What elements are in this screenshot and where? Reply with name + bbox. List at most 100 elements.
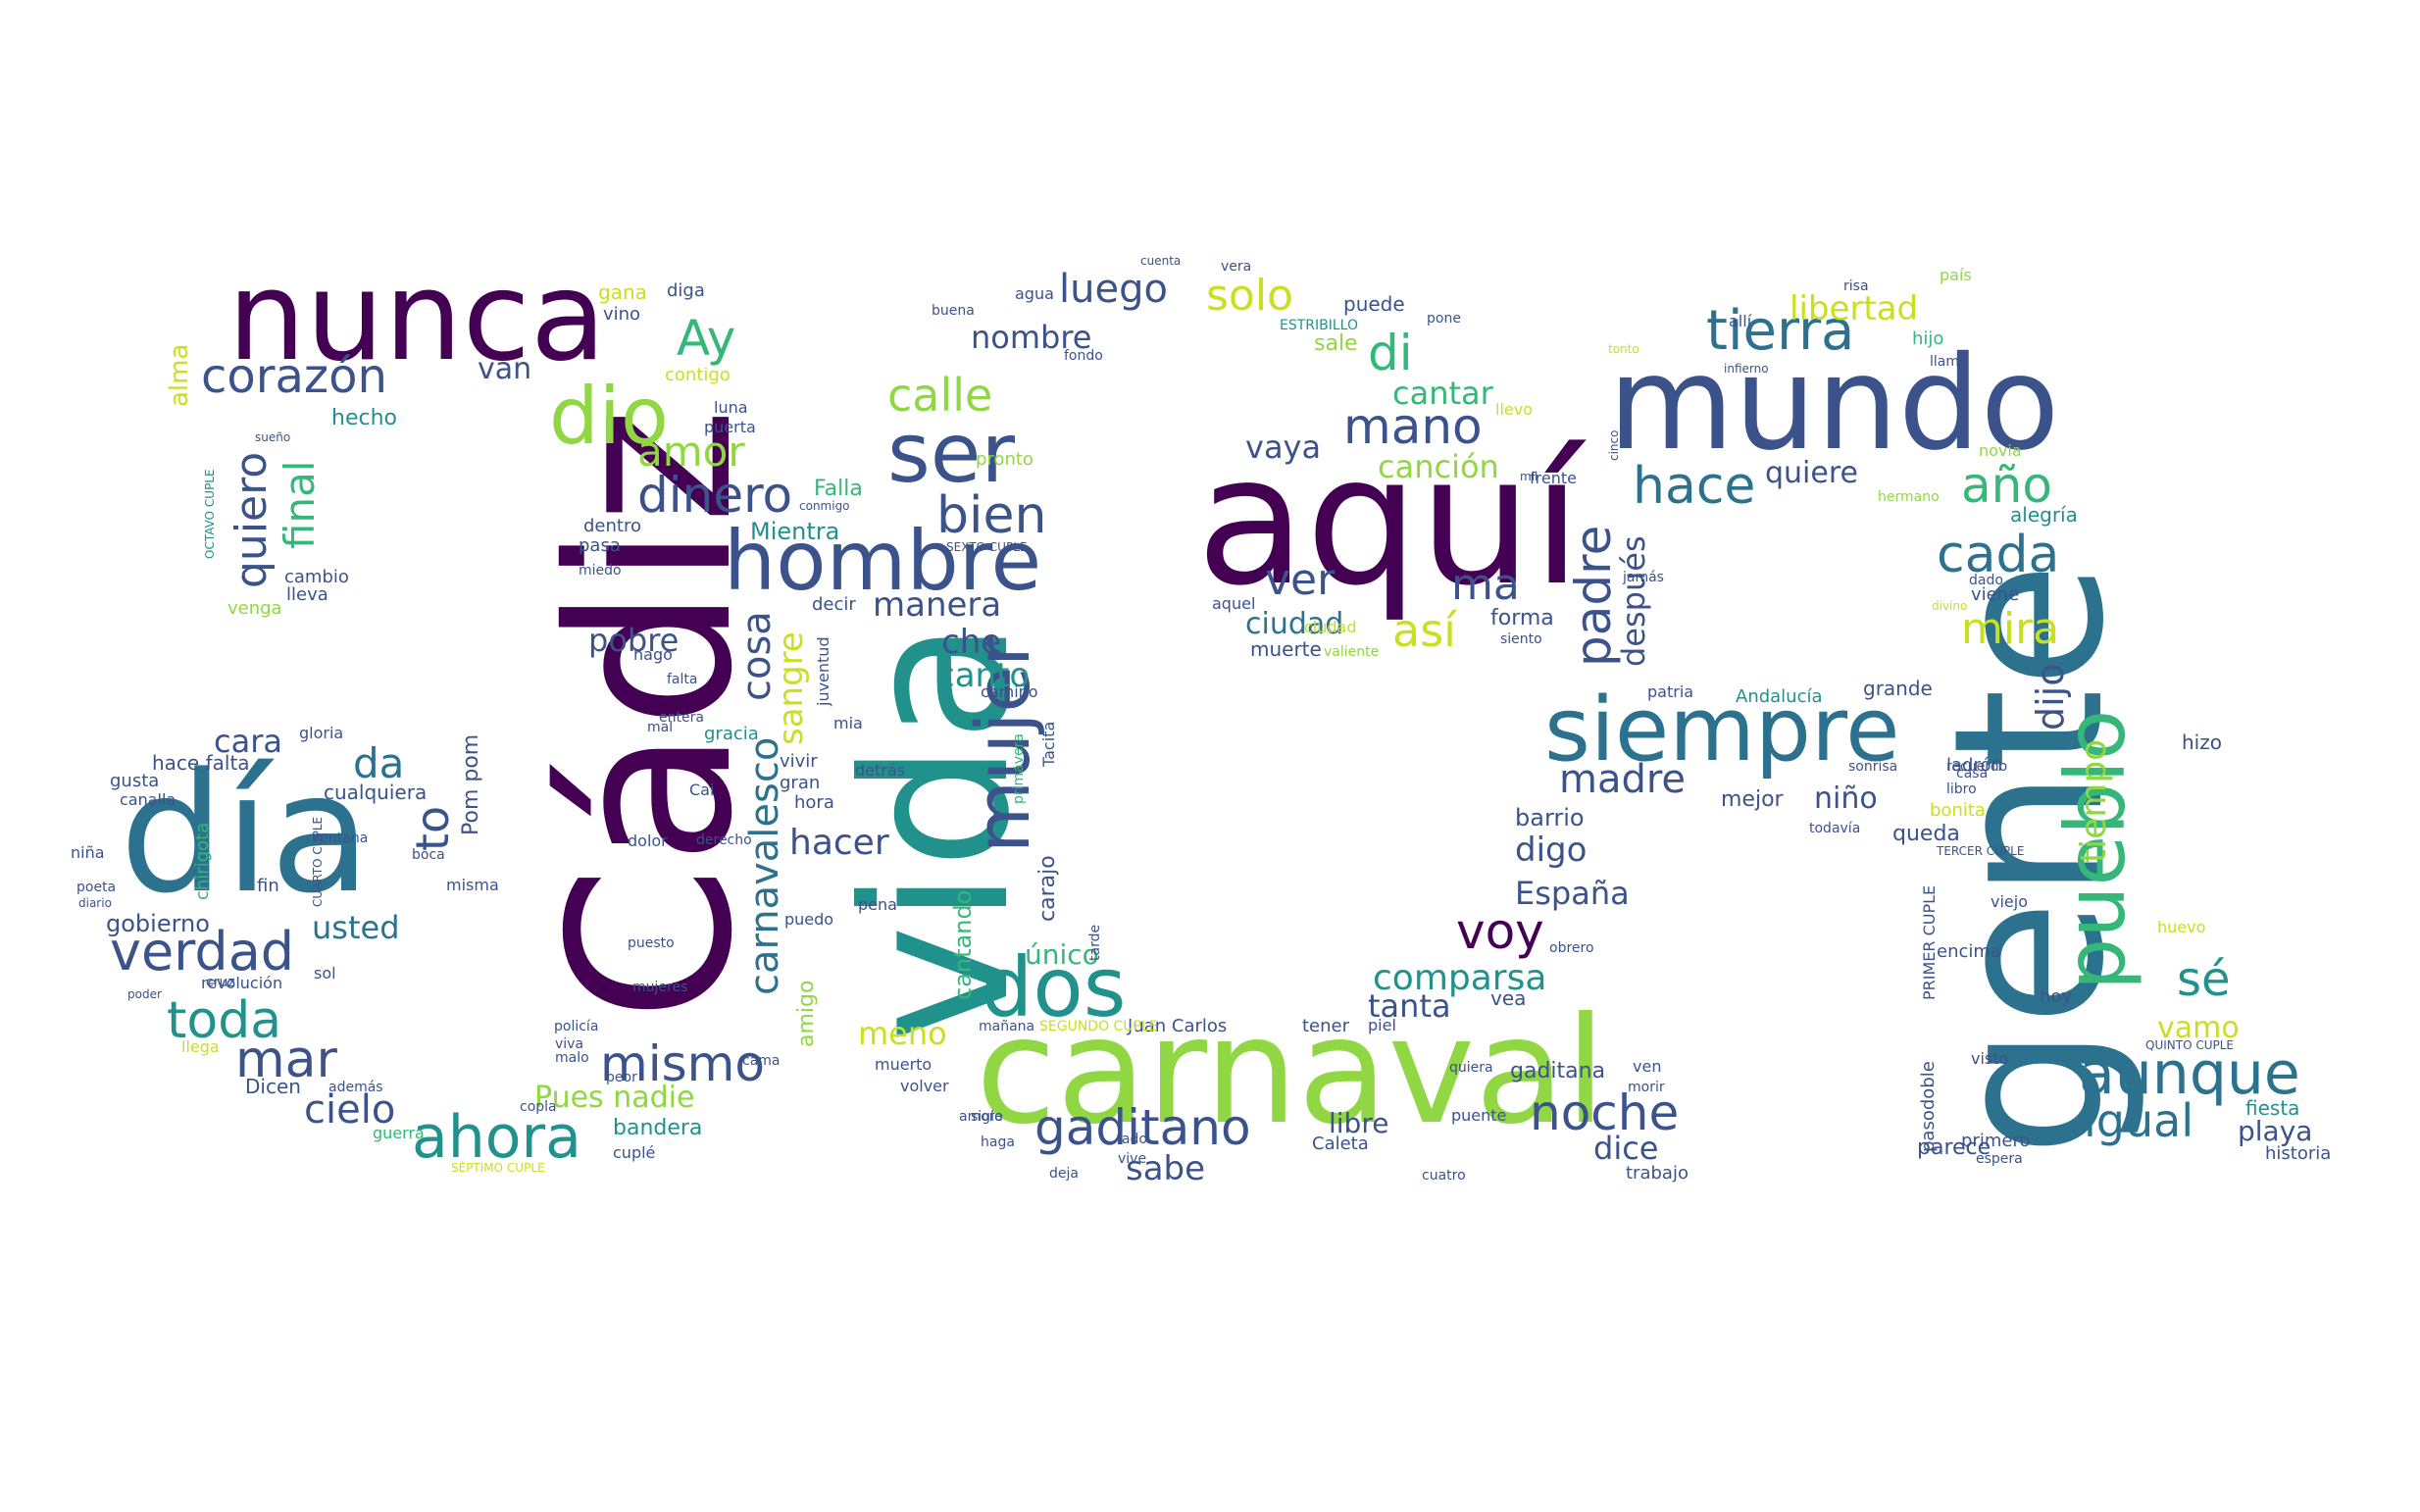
cloud-word: sale	[1314, 331, 1358, 356]
cloud-word: gaditana	[1510, 1059, 1606, 1084]
cloud-word: vive	[1118, 1151, 1147, 1167]
cloud-word: revolución	[201, 974, 283, 992]
cloud-word: mujeres	[632, 980, 688, 995]
cloud-word: historia	[2265, 1143, 2332, 1164]
cloud-word: conmigo	[799, 499, 850, 513]
cloud-word: deja	[1049, 1166, 1079, 1182]
cloud-word: verdad	[110, 921, 295, 983]
cloud-word: chirigota	[192, 822, 213, 900]
cloud-word: Mientra	[750, 518, 840, 545]
cloud-word: ladrón	[1946, 755, 2002, 776]
cloud-word: falta	[667, 672, 698, 687]
cloud-word: cruz	[206, 975, 235, 990]
cloud-word: ahora	[412, 1103, 581, 1172]
cloud-word: manera	[873, 585, 1002, 625]
cloud-word: Ay	[677, 310, 736, 367]
cloud-word: país	[1940, 266, 1972, 284]
cloud-word: CUARTO CUPLE	[311, 816, 325, 907]
cloud-word: espera	[1976, 1151, 2023, 1167]
cloud-word: meno	[858, 1015, 947, 1052]
cloud-word: bien	[936, 486, 1047, 545]
cloud-word: SÉPTIMO CUPLE	[451, 1161, 545, 1175]
cloud-word: infierno	[1724, 362, 1769, 376]
cloud-word: piel	[1368, 1016, 1396, 1034]
cloud-word: PRIMER CUPLE	[1920, 884, 1939, 1000]
cloud-word: dijo	[2029, 663, 2072, 731]
cloud-word: mal	[647, 720, 674, 735]
cloud-word: contigo	[665, 365, 731, 385]
cloud-word: viva	[555, 1036, 584, 1052]
cloud-word: OCTAVO CUPLE	[203, 469, 217, 559]
cloud-word: obrero	[1549, 940, 1594, 956]
cloud-word: peor	[606, 1070, 637, 1085]
cloud-word: solo	[1206, 271, 1293, 321]
cloud-word: gusta	[110, 771, 160, 791]
cloud-word: SEXTO CUPLE	[946, 540, 1028, 554]
cloud-word: decir	[812, 594, 856, 615]
cloud-word: sé	[2177, 952, 2231, 1007]
cloud-word: llega	[181, 1037, 220, 1056]
cloud-word: derecho	[696, 832, 752, 848]
cloud-word: mar	[235, 1031, 337, 1089]
cloud-word: único	[1025, 938, 1099, 971]
cloud-word: tanta	[1368, 987, 1451, 1025]
cloud-word: pasa	[579, 535, 621, 556]
cloud-word: aquel	[1212, 594, 1256, 613]
cloud-word: miedo	[579, 563, 622, 579]
cloud-word: lado	[1118, 1132, 1147, 1147]
cloud-word: hace falta	[152, 751, 250, 775]
cloud-word: recuerdo	[1946, 759, 2008, 775]
cloud-word: Andalucía	[1736, 686, 1823, 707]
cloud-word: hizo	[2182, 731, 2222, 754]
cloud-word: corazón	[201, 349, 387, 404]
cloud-word: SEGUNDO CUPLE	[1039, 1019, 1158, 1034]
cloud-word: quiere	[1765, 456, 1858, 490]
cloud-word: puesto	[628, 935, 675, 951]
cloud-word: lleva	[286, 584, 328, 605]
cloud-word: tiempo	[2074, 738, 2114, 863]
cloud-word: vivir	[780, 751, 818, 772]
cloud-word: ver	[1265, 555, 1336, 605]
cloud-word: hecho	[331, 406, 397, 430]
cloud-word: playa	[2238, 1115, 2313, 1147]
cloud-word: vino	[603, 304, 641, 325]
cloud-word: frente	[1530, 469, 1577, 487]
cloud-word: cada	[1937, 526, 2060, 584]
cloud-word: primavera	[1011, 733, 1027, 804]
cloud-word: hora	[794, 792, 834, 813]
cloud-word: dos	[981, 939, 1127, 1035]
cloud-word: encima	[1937, 941, 2001, 962]
cloud-word: luna	[714, 398, 748, 417]
cloud-word: dinero	[637, 467, 793, 524]
cloud-word: diga	[667, 280, 705, 301]
cloud-word: gloria	[299, 724, 344, 742]
cloud-word: Caleta	[1312, 1134, 1369, 1154]
cloud-word: malo	[555, 1050, 589, 1066]
cloud-word: hacer	[789, 823, 889, 863]
cloud-word: cuenta	[1140, 254, 1182, 268]
cloud-word: mira	[1961, 604, 2060, 654]
cloud-word: noche	[1530, 1084, 1680, 1141]
cloud-word: canalla	[120, 790, 176, 809]
cloud-word: risa	[1843, 278, 1869, 294]
cloud-word: calle	[887, 369, 993, 422]
cloud-word: diario	[78, 896, 112, 910]
cloud-word: gran	[780, 773, 821, 793]
cloud-word: nombre	[971, 319, 1092, 356]
cloud-word: ventana	[312, 831, 369, 846]
cloud-word: poeta	[76, 880, 117, 895]
cloud-word: fin	[257, 876, 279, 896]
cloud-word: novia	[1979, 441, 2022, 460]
cloud-word: TERCER CUPLE	[1937, 844, 2025, 858]
cloud-word: tierra	[1706, 299, 1855, 363]
cloud-word: cinco	[1607, 429, 1621, 461]
cloud-word: ser	[887, 405, 1015, 501]
cloud-word: di	[1368, 325, 1413, 381]
cloud-word: ciudad	[1245, 607, 1344, 641]
cloud-word: mia	[833, 714, 863, 732]
cloud-word: ciudad	[1304, 618, 1357, 636]
cloud-word: igual	[2084, 1094, 2194, 1147]
cloud-word: después	[1615, 535, 1652, 667]
cloud-word: Dicen	[245, 1075, 301, 1098]
cloud-word: hombre	[724, 513, 1042, 609]
